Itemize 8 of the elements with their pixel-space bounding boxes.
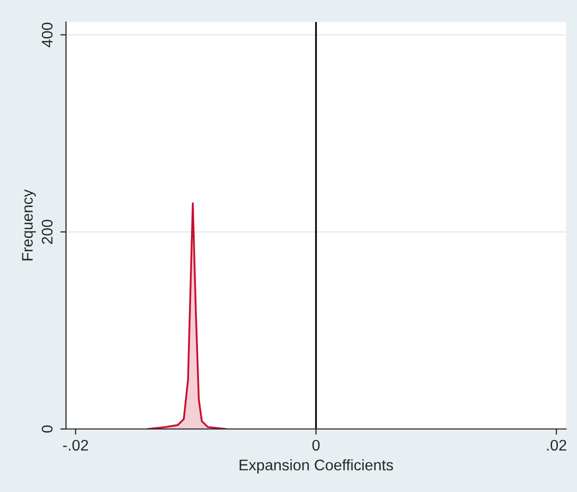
y-tick-label: 400 bbox=[42, 22, 53, 48]
y-tick-label: 200 bbox=[42, 220, 53, 244]
x-tick-label: 0 bbox=[312, 440, 320, 451]
x-tick-label: -.02 bbox=[63, 440, 88, 451]
y-axis-title: Frequency bbox=[22, 189, 36, 260]
x-axis-title: Expansion Coefficients bbox=[240, 459, 394, 474]
y-tick-label: 0 bbox=[42, 425, 53, 433]
x-tick-label: .02 bbox=[547, 440, 566, 451]
